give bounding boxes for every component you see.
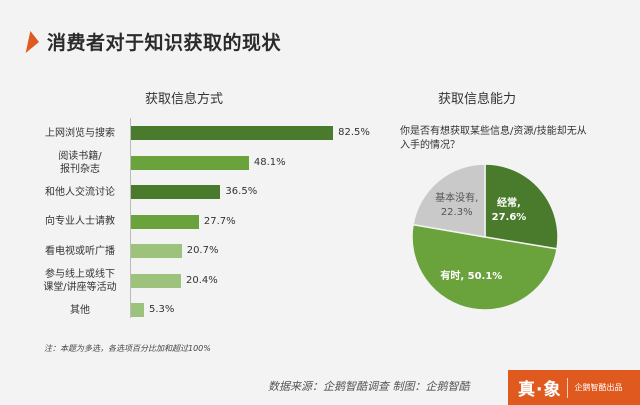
- pie-slice: [412, 163, 486, 238]
- bar-axis-line: [130, 118, 131, 318]
- bar-value-label: 5.3%: [148, 304, 175, 315]
- bar: [131, 244, 182, 258]
- bar-value-label: 20.7%: [186, 245, 219, 256]
- brand-divider: [567, 377, 569, 398]
- bar: [131, 273, 181, 288]
- bar-category-label: 看电视或听广播: [45, 245, 115, 257]
- brand-logo-text: 真·象: [518, 380, 562, 400]
- pie-slice-label: 基本没有, 22.3%: [435, 193, 479, 219]
- page-title: 消费者对于知识获取的现状: [47, 32, 282, 54]
- bar: [131, 214, 199, 229]
- pie-chart: [410, 162, 560, 312]
- bar-value-label: 27.7%: [203, 215, 236, 227]
- bar-category-label: 和他人交流讨论: [45, 186, 115, 198]
- bar: [131, 303, 144, 317]
- pie-slice: [484, 163, 559, 250]
- pie-slice-label: 有时, 50.1%: [440, 270, 503, 282]
- bar-category-label: 阅读书籍/ 报刊杂志: [58, 150, 102, 175]
- title-bar: 消费者对于知识获取的现状: [25, 28, 282, 55]
- bar-value-label: 82.5%: [338, 127, 370, 138]
- pie-svg: [411, 163, 559, 311]
- chart-note: 注：本题为多选，各选项百分比加和超过100%: [44, 344, 211, 353]
- pie-slice: [411, 223, 558, 311]
- pie-chart-title: 获取信息能力: [438, 92, 517, 107]
- bar-category-label: 参与线上或线下 课堂/讲座等活动: [43, 268, 117, 293]
- bar: [131, 126, 334, 140]
- source-text: 数据来源：企鹅智酷调查 制图：企鹅智酷: [268, 380, 470, 393]
- bar: [131, 155, 249, 170]
- bar-category-label: 上网浏览与搜索: [45, 127, 115, 139]
- bar-category-label: 其他: [70, 304, 90, 316]
- bar: [131, 185, 221, 199]
- bar-value-label: 36.5%: [225, 186, 258, 197]
- bar-chart-title: 获取信息方式: [145, 92, 224, 107]
- pie-slice-label: 经常, 27.6%: [491, 198, 527, 224]
- bar-value-label: 48.1%: [253, 156, 286, 168]
- brand-subtitle: 企鹅智酷出品: [574, 383, 623, 392]
- pie-question: 你是否有想获取某些信息/资源/技能却无从入手的情况？: [400, 126, 587, 151]
- bar-value-label: 20.4%: [185, 274, 218, 286]
- bar-category-label: 向专业人士请教: [45, 216, 115, 227]
- brand-badge: 真·象 企鹅智酷出品: [508, 370, 640, 405]
